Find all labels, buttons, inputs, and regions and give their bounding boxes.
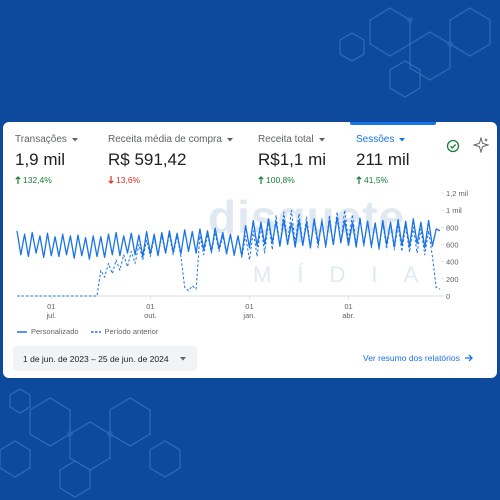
watermark-name: disquete [208,191,406,243]
series-line [16,216,441,260]
status-icon[interactable] [446,139,460,153]
metric-change-row: 13,6% [108,175,234,185]
analytics-card: Transações 1,9 mil 132,4% Receita média de … [3,122,497,378]
metric-change-row: 132,4% [15,175,79,185]
legend-swatch [90,330,101,333]
metric[interactable]: Receita total R$1,1 mi 100,8% [258,134,326,185]
metric-label-row: Transações [15,134,79,145]
metric-change-row: 41,5% [356,175,410,185]
metric-change: 100,8% [266,175,295,185]
change-arrow [15,176,21,184]
arrow [108,176,114,184]
report-link[interactable]: Ver resumo dos relatórios [363,353,474,363]
y-tick-label: 0 [446,292,450,301]
legend-swatch [17,330,27,333]
y-tick-label: 800 [446,223,459,232]
y-tick-label: 600 [446,241,459,250]
y-tick-label: 1,2 mil [446,189,468,198]
report-link-text: Ver resumo dos relatórios [363,353,460,363]
selected-indicator [350,122,436,125]
x-tick-label: 01 jan. [243,302,256,320]
metric-change: 132,4% [23,175,52,185]
legend-label: Período anterior [104,327,159,336]
metric-change: 13,6% [116,175,141,185]
y-tick-label: 200 [446,275,459,284]
metric-label: Transações [15,134,67,145]
metric-label-row: Receita total [258,134,326,145]
metric-change: 41,5% [364,175,389,185]
arrow [258,176,264,184]
arrow [356,176,362,184]
metric-label: Receita média de compra [108,134,222,145]
dropdown-icon [318,137,325,141]
change-arrow [108,176,114,184]
metric-change-row: 100,8% [258,175,326,185]
line-chart: 0 200 400 600 800 1 mil 1,2 mil [16,189,468,301]
metric[interactable]: Receita média de compra R$ 591,42 13,6% [108,134,234,185]
dropdown-icon [399,137,406,141]
change-arrow [356,176,362,184]
date-range: 1 de jun. de 2023 – 25 de jun. de 2024 [23,353,169,364]
dropdown-icon [179,356,186,360]
metric-label: Receita total [258,134,314,145]
x-tick-label: 01 jul. [46,302,57,320]
y-tick-label: 1 mil [446,206,462,215]
legend-item: Período anterior [90,327,159,336]
dropdown-icon [226,137,233,141]
dropdown-icon [71,137,78,141]
change-arrow [258,176,264,184]
legend-item: Personalizado [17,327,79,336]
legend: Personalizado Período anterior [17,327,158,336]
metric-value: 1,9 mil [15,150,66,169]
arrow [15,176,21,184]
date-range-picker[interactable]: 1 de jun. de 2023 – 25 de jun. de 2024 [13,346,197,371]
x-tick-label: 01 abr. [342,302,355,320]
x-tick-label: 01 out. [144,302,157,320]
series-line [17,209,441,297]
metric-value: 211 mil [356,150,410,169]
metric[interactable]: Transações 1,9 mil 132,4% [15,134,79,185]
insights-icon[interactable] [473,137,489,153]
metric-label-row: Receita média de compra [108,134,234,145]
metric-label-row: Sessões [356,134,410,145]
watermark-tagline: MÍDIA [253,262,445,287]
y-tick-label: 400 [446,258,459,267]
legend-label: Personalizado [31,327,79,336]
triangle [318,137,325,141]
triangle [399,137,406,141]
triangle [71,137,78,141]
metric-value: R$1,1 mi [258,150,327,169]
metric[interactable]: Sessões 211 mil 41,5% [350,122,436,185]
triangle [226,137,233,141]
arrow-icon [464,354,473,362]
metric-value: R$ 591,42 [108,150,187,169]
metric-label: Sessões [356,134,395,145]
